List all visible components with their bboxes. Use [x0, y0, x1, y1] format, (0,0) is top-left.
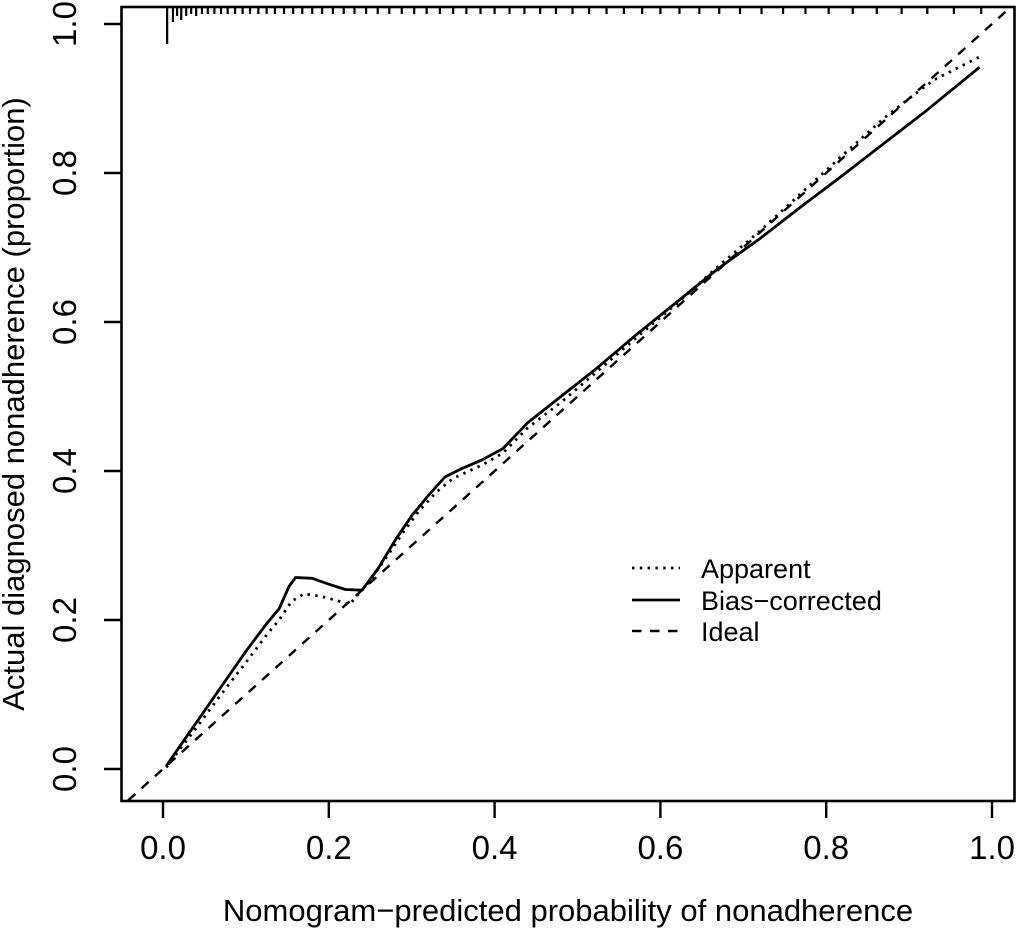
y-tick-label: 0.4	[46, 448, 83, 494]
x-axis: 0.0 0.2 0.4 0.6 0.8 1.0	[140, 801, 1015, 866]
legend-item-apparent: Apparent	[632, 554, 811, 584]
y-tick-label: 0.0	[46, 746, 83, 792]
y-tick-label: 0.8	[46, 150, 83, 196]
x-axis-title: Nomogram−predicted probability of nonadh…	[223, 893, 913, 928]
series-line-apparent	[165, 55, 981, 769]
legend: Apparent Bias−corrected Ideal	[632, 554, 882, 647]
legend-label-ideal: Ideal	[701, 617, 760, 647]
plot-box	[120, 5, 1016, 803]
x-tick-label: 0.8	[803, 829, 849, 866]
y-tick-label: 0.2	[46, 597, 83, 643]
rug-ticks	[166, 8, 983, 44]
series-line-ideal	[127, 6, 1012, 802]
series-lines	[127, 6, 1012, 802]
series-line-bias-corrected	[165, 66, 981, 767]
legend-label-bias-corrected: Bias−corrected	[701, 586, 882, 616]
x-tick-label: 0.0	[140, 829, 186, 866]
x-tick-label: 0.2	[306, 829, 352, 866]
y-axis: 0.0 0.2 0.4 0.6 0.8 1.0	[46, 1, 121, 792]
y-axis-title: Actual diagnosed nonadherence (proportio…	[0, 97, 31, 711]
legend-item-ideal: Ideal	[632, 617, 760, 647]
y-tick-label: 0.6	[46, 299, 83, 345]
x-tick-label: 1.0	[969, 829, 1015, 866]
x-tick-label: 0.4	[472, 829, 518, 866]
legend-label-apparent: Apparent	[701, 554, 811, 584]
legend-item-bias-corrected: Bias−corrected	[632, 586, 882, 616]
x-tick-label: 0.6	[637, 829, 683, 866]
y-tick-label: 1.0	[46, 1, 83, 47]
